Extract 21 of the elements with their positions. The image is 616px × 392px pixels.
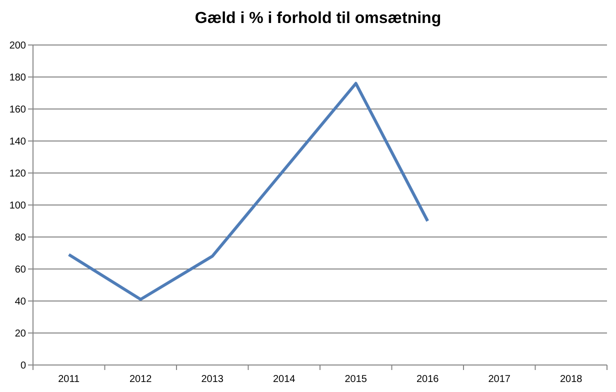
x-tick-label: 2011 [58,374,80,385]
line-series [67,82,430,301]
y-tick-label: 0 [20,360,26,372]
x-tick-label: 2014 [273,374,296,385]
x-tick-label: 2018 [560,374,583,385]
y-tick-label: 180 [9,72,26,84]
y-tick-label: 120 [9,168,26,180]
x-tick-label: 2013 [201,374,224,385]
x-tick-label: 2016 [416,374,440,385]
y-tick-label: 140 [9,136,26,148]
y-tick-label: 80 [14,232,26,244]
y-tick-label: 200 [9,40,26,52]
y-tick-label: 60 [14,264,26,276]
y-tick-label: 100 [9,200,26,212]
x-tick-label: 2012 [130,374,152,385]
y-tick-label: 40 [14,296,26,308]
y-tick-label: 160 [9,104,26,116]
x-tick-label: 2017 [488,374,511,385]
y-tick-label: 20 [14,328,26,340]
x-tick-label: 2015 [344,374,368,385]
chart-title: Gæld i % i forhold til omsætning [194,10,442,27]
